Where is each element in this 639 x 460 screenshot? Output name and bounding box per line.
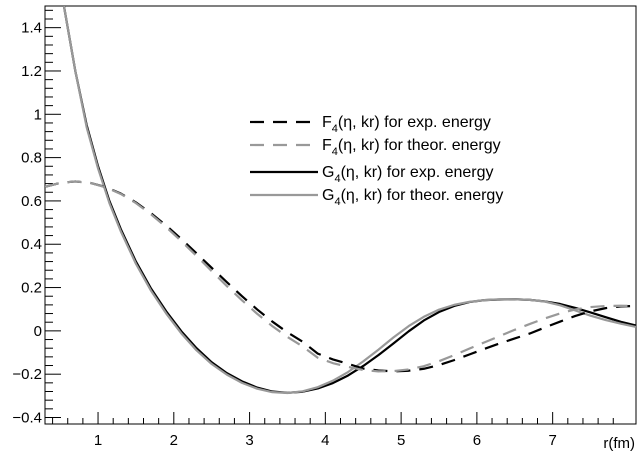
y-tick-label: 0.8 xyxy=(21,150,42,167)
legend-main: G xyxy=(322,164,334,181)
legend-subscript: 4 xyxy=(334,196,340,208)
x-tick-label: 3 xyxy=(245,432,253,449)
legend-main: G xyxy=(322,187,334,204)
legend-label-1: F4(η, kr) for theor. energy xyxy=(322,137,501,158)
legend-subscript: 4 xyxy=(334,173,340,185)
axis-ticks: 1 2 3 4 5 6 7 −0.4 −0.2 0 0.2 0.4 0.6 0.8 1 1.2 1.4 xyxy=(12,9,614,449)
x-axis-title: r(fm) xyxy=(603,435,635,452)
legend-rest: (η, kr) for theor. energy xyxy=(338,137,501,154)
legend-subscript: 4 xyxy=(332,123,338,135)
plot-frame xyxy=(44,5,637,425)
series-line-1 xyxy=(45,180,636,373)
y-tick-label: 1.4 xyxy=(21,20,42,37)
legend-label-3: G4(η, kr) for theor. energy xyxy=(322,187,503,208)
y-tick-label: 1.2 xyxy=(21,63,42,80)
series-layer xyxy=(45,6,636,395)
x-tick-label: 5 xyxy=(397,432,405,449)
x-tick-label: 1 xyxy=(94,432,102,449)
y-tick-label: 0 xyxy=(34,323,42,340)
y-tick-label: 0.2 xyxy=(21,280,42,297)
y-tick-label: −0.2 xyxy=(12,366,42,383)
y-tick-label: −0.4 xyxy=(12,410,42,427)
legend-label-2: G4(η, kr) for exp. energy xyxy=(322,164,494,185)
legend-rest: (η, kr) for exp. energy xyxy=(338,114,491,131)
x-tick-label: 7 xyxy=(548,432,556,449)
legend-main: F xyxy=(322,114,332,131)
x-tick-label: 4 xyxy=(321,432,329,449)
legend-rest: (η, kr) for exp. energy xyxy=(341,164,494,181)
legend-main: F xyxy=(322,137,332,154)
y-tick-label: 0.4 xyxy=(21,236,42,253)
legend-label-0: F4(η, kr) for exp. energy xyxy=(322,114,491,135)
x-tick-label: 2 xyxy=(170,432,178,449)
y-tick-label: 1 xyxy=(34,106,42,123)
legend-subscript: 4 xyxy=(332,146,338,158)
legend-rest: (η, kr) for theor. energy xyxy=(341,187,504,204)
x-tick-label: 6 xyxy=(473,432,481,449)
series-line-3 xyxy=(62,6,636,395)
y-tick-label: 0.6 xyxy=(21,193,42,210)
